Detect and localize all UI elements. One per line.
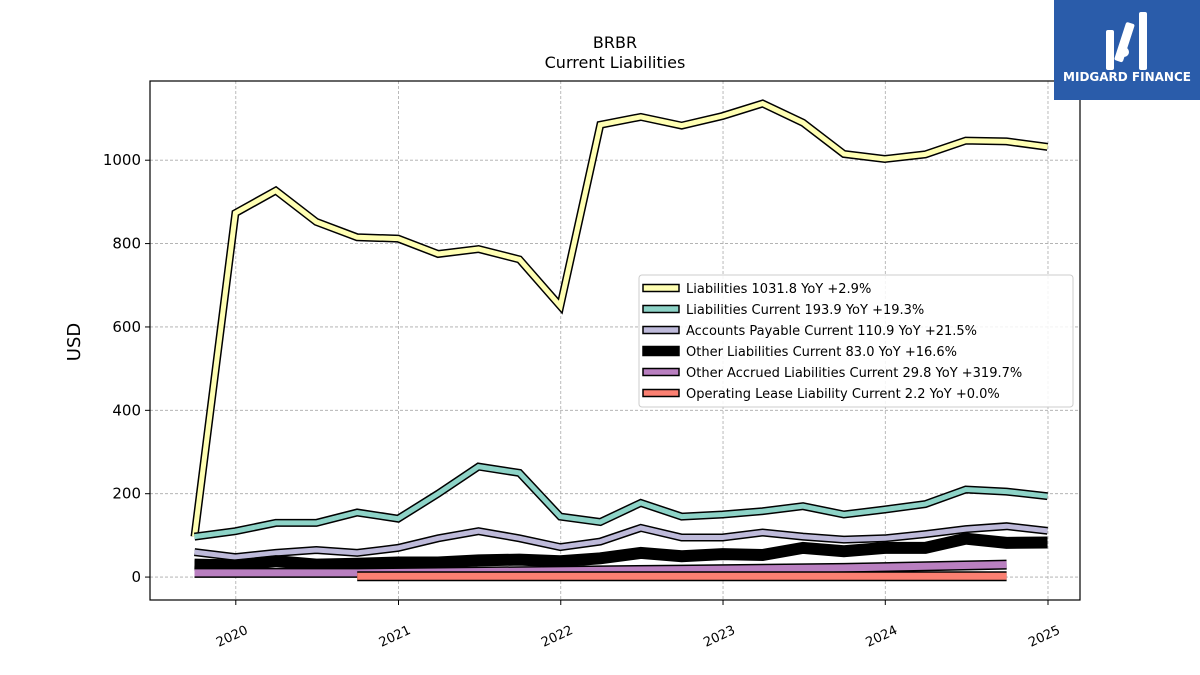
legend-swatch [642, 388, 680, 398]
plot-frame [149, 80, 1081, 601]
y-tick-label: 800 [112, 235, 141, 253]
legend: Liabilities 1031.8 YoY +2.9% Liabilities … [638, 274, 1074, 408]
y-axis-label: USD [64, 323, 85, 361]
legend-label: Liabilities Current 193.9 YoY +19.3% [686, 303, 924, 318]
series-stroke [194, 534, 1048, 570]
legend-item: Liabilities 1031.8 YoY +2.9% [642, 282, 871, 297]
legend-item: Operating Lease Liability Current 2.2 Yo… [642, 387, 1000, 402]
y-tick-label: 400 [112, 401, 141, 419]
legend-label: Accounts Payable Current 110.9 YoY +21.5… [686, 324, 977, 339]
series-stroke [192, 100, 1048, 537]
legend-item: Other Accrued Liabilities Current 29.8 Y… [642, 366, 1022, 381]
y-tick-label: 0 [131, 568, 141, 586]
y-tick-label: 200 [112, 485, 141, 503]
brand-name: MIDGARD FINANCE [1063, 70, 1191, 84]
brand-logo: MIDGARD FINANCE [1054, 0, 1200, 100]
y-tick-label: 600 [112, 318, 141, 336]
y-tick-label: 1000 [103, 151, 141, 169]
series-line-0 [190, 99, 1049, 538]
series-lines [190, 99, 1049, 582]
series-stroke [194, 523, 1048, 560]
grid [150, 81, 1080, 600]
legend-item: Other Liabilities Current 83.0 YoY +16.6… [642, 345, 957, 360]
series-stroke [194, 561, 1007, 577]
legend-swatch [642, 304, 680, 314]
series-line-1 [193, 462, 1048, 541]
series-stroke [194, 463, 1048, 540]
y-axis-ticks: 0 200 400 600 800 1000 [103, 151, 150, 586]
legend-label: Operating Lease Liability Current 2.2 Yo… [686, 387, 1000, 402]
legend-item: Accounts Payable Current 110.9 YoY +21.5… [642, 324, 977, 339]
legend-item: Liabilities Current 193.9 YoY +19.3% [642, 303, 924, 318]
legend-label: Other Accrued Liabilities Current 29.8 Y… [686, 366, 1022, 381]
legend-swatch [642, 283, 680, 293]
legend-swatch [642, 325, 680, 335]
legend-swatch [642, 367, 680, 377]
legend-swatch [642, 345, 680, 357]
legend-label: Other Liabilities Current 83.0 YoY +16.6… [686, 345, 957, 360]
series-line-3 [194, 532, 1048, 572]
series-line-2 [194, 522, 1048, 562]
legend-box [638, 274, 1074, 408]
legend-label: Liabilities 1031.8 YoY +2.9% [686, 282, 871, 297]
chart-subtitle: Current Liabilities [545, 53, 686, 72]
series-line-4 [194, 559, 1007, 578]
chart-title: BRBR [593, 33, 637, 52]
brand-logo-mark [1106, 12, 1147, 70]
